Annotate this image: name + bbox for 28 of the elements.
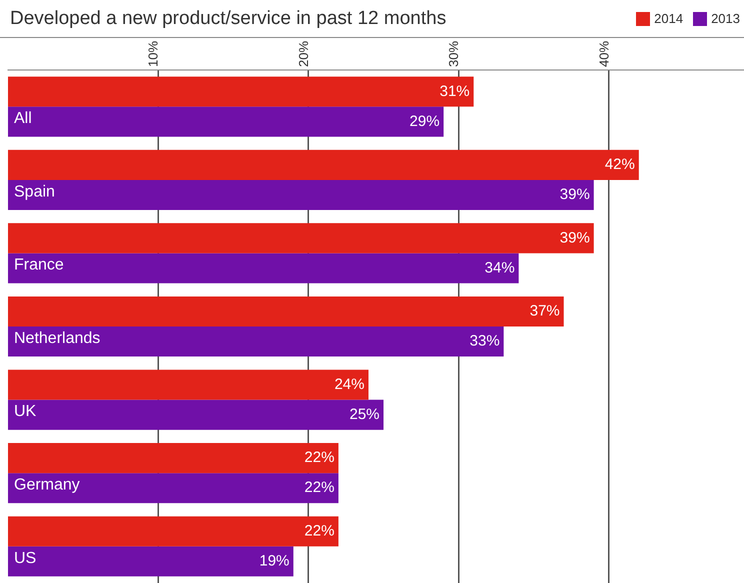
y-tick-label: Germany: [14, 476, 80, 494]
chart-title: Developed a new product/service in past 12 months: [10, 8, 446, 30]
y-tick-label: France: [14, 256, 64, 274]
data-label: 37%: [530, 302, 560, 320]
data-label: 42%: [604, 156, 635, 174]
data-label: 31%: [440, 82, 470, 100]
data-label: 24%: [334, 376, 364, 393]
data-label: 22%: [304, 479, 334, 496]
x-tick-label: 30%: [446, 40, 462, 68]
x-tick-label: 40%: [596, 40, 612, 68]
data-label: 22%: [304, 522, 334, 540]
data-label: 33%: [470, 332, 500, 350]
legend-label: 2013: [710, 11, 740, 26]
data-label: 29%: [410, 112, 440, 130]
data-label: 19%: [259, 552, 290, 570]
x-tick-label: 20%: [296, 40, 311, 68]
y-tick-label: All: [14, 110, 32, 128]
y-tick-label: Spain: [14, 183, 55, 200]
y-tick-label: UK: [14, 403, 37, 420]
data-label: 34%: [484, 259, 515, 276]
x-tick-label: 10%: [146, 40, 161, 68]
y-tick-label: US: [14, 550, 36, 567]
data-label: 25%: [349, 406, 380, 423]
legend-label: 2014: [653, 11, 684, 26]
data-label: 39%: [560, 229, 590, 246]
data-label: 39%: [560, 186, 590, 204]
data-label: 22%: [304, 449, 334, 466]
y-tick-label: Netherlands: [14, 330, 100, 347]
